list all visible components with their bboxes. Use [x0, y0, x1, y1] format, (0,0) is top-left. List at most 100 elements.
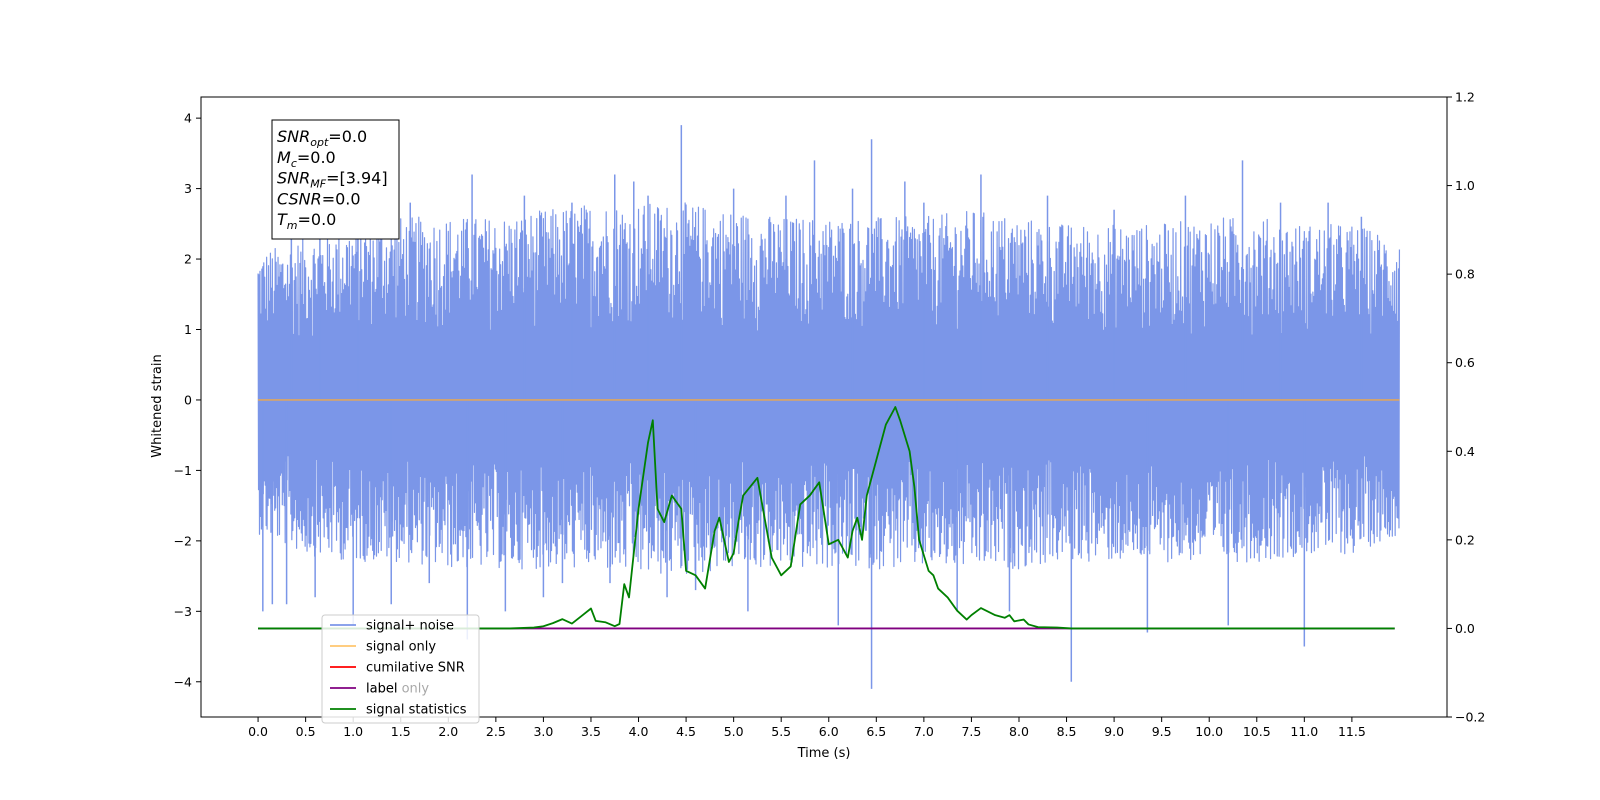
info-value: =0.0	[297, 148, 336, 167]
info-symbol: M	[277, 148, 291, 167]
x-tick: 9.0	[1104, 717, 1124, 739]
info-subscript: opt	[310, 136, 329, 149]
x-tick: 8.0	[1009, 717, 1029, 739]
x-tick-label: 5.0	[724, 724, 744, 739]
y-left-tick-label: 3	[184, 181, 192, 196]
y-axis-left: 4 3 2 1 0 −1 −2 −3 −4	[174, 111, 201, 689]
legend-frame	[321, 614, 480, 724]
x-tick-label: 6.0	[819, 724, 839, 739]
x-tick-label: 4.5	[676, 724, 696, 739]
y-left-tick: −2	[174, 533, 201, 548]
x-tick: 9.5	[1152, 717, 1172, 739]
legend-label: signal only	[366, 640, 436, 655]
y-left-tick-label: 0	[184, 392, 192, 407]
info-subscript: m	[287, 219, 298, 232]
y-left-tick-label: 2	[184, 252, 192, 267]
x-tick: 10.0	[1195, 717, 1223, 739]
x-tick: 7.0	[914, 717, 934, 739]
x-tick-label: 10.0	[1195, 724, 1223, 739]
info-box-line: SNRopt=0.0	[277, 127, 367, 149]
x-tick-label: 4.0	[629, 724, 649, 739]
y-left-tick-label: −3	[174, 604, 192, 619]
y-left-tick-label: −4	[174, 674, 192, 689]
x-tick-label: 3.5	[581, 724, 601, 739]
signal-noise-line	[257, 202, 1401, 574]
info-box-line: CSNR=0.0	[277, 189, 361, 208]
y-right-tick-label: 0.4	[1455, 444, 1475, 459]
x-tick-label: 2.5	[486, 724, 506, 739]
y-left-tick: −3	[174, 604, 201, 619]
x-tick: 3.5	[581, 717, 601, 739]
x-axis: 0.0 0.5 1.0 1.5 2.0 2.5 3.0 3.5 4.0 4.5 5.0 5.5 6.0 6…	[248, 717, 1366, 739]
y-left-tick-label: −2	[174, 533, 192, 548]
signal-statistics-line	[258, 406, 1395, 630]
x-tick: 5.0	[724, 717, 744, 739]
info-value: =0.0	[328, 127, 367, 146]
x-tick: 5.5	[771, 717, 791, 739]
x-tick-label: 11.5	[1338, 724, 1366, 739]
x-tick: 6.0	[819, 717, 839, 739]
x-tick-label: 7.0	[914, 724, 934, 739]
x-tick: 4.0	[629, 717, 649, 739]
y-left-tick: 0	[184, 392, 201, 407]
y-right-tick-label: 0.8	[1455, 267, 1475, 282]
x-axis-label: Time (s)	[797, 746, 851, 761]
legend-item: signal+ noise	[330, 619, 454, 634]
legend-label: signal statistics	[366, 703, 467, 718]
legend-item: label	[330, 682, 397, 697]
x-tick-label: 11.0	[1290, 724, 1318, 739]
info-subscript: c	[291, 157, 297, 170]
y-axis-right: 1.2 1.0 0.8 0.6 0.4 0.2 0.0 −0.2	[1447, 90, 1485, 725]
x-tick-label: 7.5	[961, 724, 981, 739]
y-right-tick: 0.6	[1447, 355, 1475, 370]
x-tick-label: 8.0	[1009, 724, 1029, 739]
x-tick-label: 3.0	[533, 724, 553, 739]
y-left-tick: 1	[184, 322, 201, 337]
y-left-tick: 4	[184, 111, 201, 126]
x-tick-label: 0.5	[296, 724, 316, 739]
info-value: =0.0	[322, 189, 361, 208]
x-tick: 4.5	[676, 717, 696, 739]
x-tick: 0.0	[248, 717, 268, 739]
info-subscript: MF	[310, 178, 326, 191]
legend: signal+ noise signal only cumilative SNR la…	[321, 614, 480, 724]
x-tick-label: 9.5	[1152, 724, 1172, 739]
y-left-tick: −1	[174, 463, 201, 478]
x-tick: 8.5	[1057, 717, 1077, 739]
x-tick-label: 8.5	[1057, 724, 1077, 739]
y-right-tick: 0.4	[1447, 444, 1475, 459]
y-right-tick: −0.2	[1447, 710, 1485, 725]
x-tick: 10.5	[1243, 717, 1271, 739]
legend-item: signal only	[330, 640, 436, 655]
info-box-frame	[271, 119, 400, 240]
y-left-tick-label: −1	[174, 463, 192, 478]
x-tick-label: 5.5	[771, 724, 791, 739]
legend-item: signal statistics	[330, 703, 467, 718]
info-value: =[3.94]	[326, 169, 388, 188]
y-right-tick-label: −0.2	[1455, 710, 1485, 725]
y-left-tick: 2	[184, 252, 201, 267]
info-value: =0.0	[298, 210, 337, 229]
y-right-tick: 0.0	[1447, 621, 1475, 636]
legend-label: signal+ noise	[366, 619, 454, 634]
y-right-tick-label: 0.6	[1455, 355, 1475, 370]
legend-item: label only	[366, 682, 429, 697]
x-tick-label: 10.5	[1243, 724, 1271, 739]
y-right-tick-label: 0.2	[1455, 532, 1475, 547]
y-left-tick: 3	[184, 181, 201, 196]
x-tick-label: 0.0	[248, 724, 268, 739]
x-tick-label: 2.0	[438, 724, 458, 739]
x-tick: 2.5	[486, 717, 506, 739]
x-tick: 7.5	[961, 717, 981, 739]
legend-label: label	[366, 682, 397, 697]
info-box-line: Tm=0.0	[277, 210, 336, 232]
x-tick-label: 1.5	[391, 724, 411, 739]
legend-label: cumilative SNR	[366, 661, 465, 676]
x-tick-label: 6.5	[866, 724, 886, 739]
info-box-line: Mc=0.0	[277, 148, 336, 170]
info-symbol: SNR	[277, 127, 310, 146]
legend-label: label only	[366, 682, 429, 697]
y-right-tick-label: 0.0	[1455, 621, 1475, 636]
y-axis-left-label: Whitened strain	[150, 354, 165, 457]
